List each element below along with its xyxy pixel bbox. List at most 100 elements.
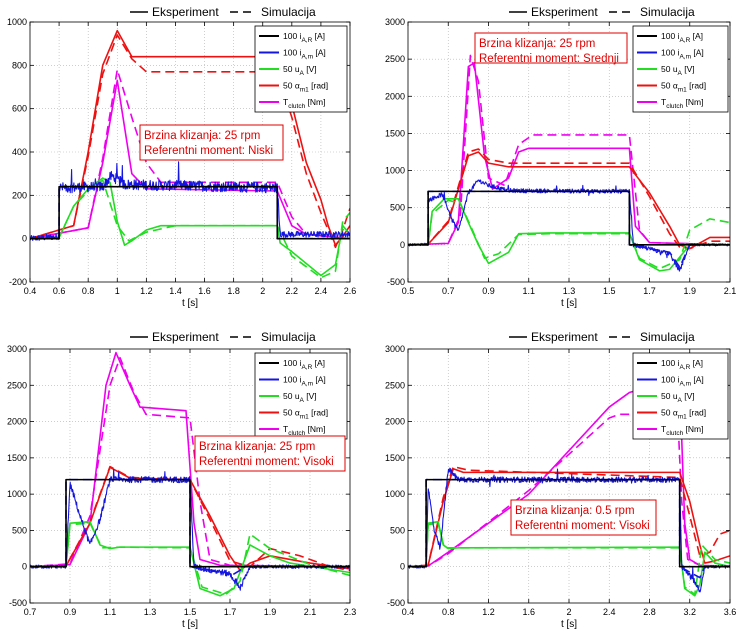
legend-eksperiment: Eksperiment — [152, 330, 219, 344]
x-tick-label: 1.4 — [169, 286, 182, 296]
series-uA-solid — [408, 198, 730, 272]
y-tick-label: 500 — [390, 525, 405, 535]
annotation-frame — [194, 435, 346, 472]
series-iAR-solid — [30, 185, 350, 240]
y-tick-label: 200 — [12, 190, 27, 200]
series-legend: 100 iA,R [A] 100 iA,m [A] 50 uA [V] 50 αm1 … — [632, 25, 729, 113]
series-iAR-solid — [408, 478, 730, 568]
y-tick-label: 600 — [12, 104, 27, 114]
legend-entry-label: 100 iA,R [A] — [283, 31, 325, 44]
legend-simulacija: Simulacija — [640, 5, 695, 19]
x-axis-label: t [s] — [182, 619, 198, 630]
legend-entry-label: 50 uA [V] — [283, 391, 317, 404]
series-group — [408, 54, 730, 272]
y-tick-label: 2500 — [385, 54, 405, 64]
y-tick-label: 0 — [22, 234, 27, 244]
x-tick-label: 0.8 — [82, 286, 95, 296]
y-tick-label: 2000 — [385, 91, 405, 101]
x-tick-label: 2.8 — [643, 607, 656, 617]
legend-entry-label: 50 αm1 [rad] — [283, 408, 328, 421]
series-group — [30, 351, 350, 597]
annotation-line: Brzina klizanja: 0.5 rpm — [515, 505, 635, 517]
y-tick-label: 2000 — [7, 417, 27, 427]
x-tick-label: 1.7 — [224, 607, 237, 617]
y-tick-label: 0 — [400, 562, 405, 572]
y-tick-label: -500 — [387, 598, 405, 608]
x-tick-label: 1.1 — [104, 607, 117, 617]
series-uA-solid — [408, 520, 730, 597]
legend-entry-label: Tclutch [Nm] — [283, 97, 326, 110]
y-tick-label: 800 — [12, 60, 27, 70]
x-tick-label: 2.6 — [344, 286, 357, 296]
y-tick-label: 1000 — [385, 166, 405, 176]
chart-panel-1: Eksperiment Simulacija 0.4 0.6 0.8 1 1.2 1.4 1.6… — [7, 5, 356, 309]
legend-entry-label: 100 iA,m [A] — [283, 48, 326, 61]
legend-entry-label: Tclutch [Nm] — [283, 424, 326, 437]
chart-panel-4: Eksperiment Simulacija 0.4 0.8 1.2 1.6 2 2.4 2.8… — [385, 330, 736, 630]
annotation-box: Brzina klizanja: 25 rpm Referentni moment… — [194, 435, 346, 472]
annotation-line: Referentni moment: Niski — [144, 145, 273, 157]
legend-entry-label: Tclutch [Nm] — [661, 97, 704, 110]
x-tick-label: 2.3 — [344, 607, 357, 617]
annotation-line: Referentni moment: Srednji — [479, 53, 619, 65]
series-group — [408, 378, 730, 597]
legend-entry-label: 50 αm1 [rad] — [283, 81, 328, 94]
x-axis-label: t [s] — [561, 298, 577, 309]
legend-entry-label: 100 iA,m [A] — [661, 375, 704, 388]
x-tick-label: 1.6 — [522, 607, 535, 617]
y-tick-label: 1500 — [385, 453, 405, 463]
top-legend: Eksperiment Simulacija — [130, 5, 316, 19]
legend-entry-label: 100 iA,R [A] — [661, 358, 703, 371]
annotation-line: Brzina klizanja: 25 rpm — [479, 38, 595, 50]
y-tick-label: 500 — [390, 203, 405, 213]
x-tick-label: 0.7 — [24, 607, 37, 617]
series-uA-dashed — [30, 179, 350, 279]
x-tick-label: 1.1 — [522, 286, 535, 296]
legend-simulacija: Simulacija — [640, 330, 695, 344]
annotation-frame — [474, 32, 628, 64]
x-tick-label: 1.8 — [227, 286, 240, 296]
x-tick-label: 0.4 — [402, 607, 415, 617]
series-iAm-solid — [30, 161, 350, 241]
legend-eksperiment: Eksperiment — [531, 5, 598, 19]
x-tick-label: 2 — [260, 286, 265, 296]
x-tick-label: 1.2 — [140, 286, 153, 296]
x-tick-label: 0.9 — [64, 607, 77, 617]
x-tick-label: 1.3 — [144, 607, 157, 617]
x-axis-label: t [s] — [182, 298, 198, 309]
x-tick-label: 3.6 — [724, 607, 737, 617]
y-tick-label: 0 — [22, 562, 27, 572]
x-tick-label: 2.2 — [286, 286, 299, 296]
legend-eksperiment: Eksperiment — [531, 330, 598, 344]
y-tick-label: 1000 — [7, 17, 27, 27]
series-iAm-solid — [408, 467, 730, 593]
y-tick-label: -500 — [9, 598, 27, 608]
annotation-box: Brzina klizanja: 25 rpm Referentni moment… — [139, 124, 284, 161]
legend-simulacija: Simulacija — [261, 5, 316, 19]
series-T-dashed — [408, 54, 730, 246]
series-uA-dashed — [408, 199, 730, 270]
y-tick-label: -500 — [387, 277, 405, 287]
annotation-box: Brzina klizanja: 25 rpm Referentni moment… — [474, 32, 628, 65]
y-tick-label: 2500 — [7, 380, 27, 390]
y-tick-label: 500 — [12, 525, 27, 535]
legend-entry-label: 100 iA,m [A] — [283, 375, 326, 388]
x-tick-label: 3.2 — [683, 607, 696, 617]
legend-entry-label: 100 iA,m [A] — [661, 48, 704, 61]
x-axis-label: t [s] — [561, 619, 577, 630]
x-tick-label: 1.9 — [264, 607, 277, 617]
y-tick-label: 1000 — [385, 489, 405, 499]
top-legend: Eksperiment Simulacija — [509, 330, 695, 344]
series-alpha-dashed — [30, 34, 350, 249]
y-tick-label: 1500 — [385, 128, 405, 138]
x-tick-label: 0.9 — [482, 286, 495, 296]
x-tick-label: 1.2 — [482, 607, 495, 617]
legend-entry-label: 100 iA,R [A] — [283, 358, 325, 371]
annotation-box: Brzina klizanja: 0.5 rpm Referentni momen… — [510, 499, 657, 536]
annotation-frame — [510, 499, 657, 536]
legend-entry-label: 50 uA [V] — [283, 64, 317, 77]
x-tick-label: 2.1 — [304, 607, 317, 617]
x-tick-label: 0.6 — [53, 286, 66, 296]
series-T-dashed — [408, 413, 730, 568]
series-T-dashed — [30, 356, 350, 568]
